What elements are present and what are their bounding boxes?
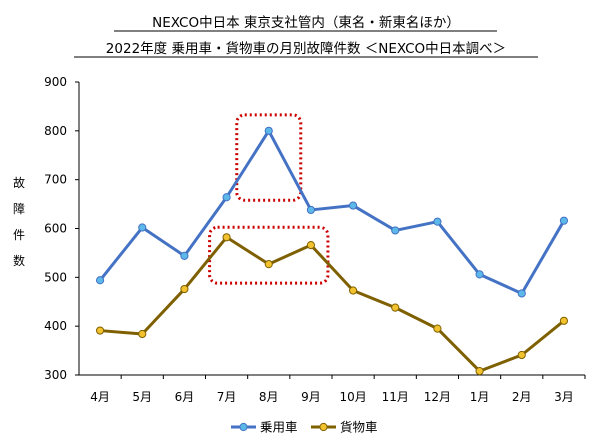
highlight-box-passenger-peak — [235, 113, 303, 202]
chart-title: NEXCO中日本 東京支社管内（東名・新東名ほか） — [152, 15, 460, 31]
data-point-0-6 — [348, 201, 358, 210]
highlight-layer — [208, 113, 330, 285]
data-point-0-11 — [559, 216, 569, 225]
data-point-0-1 — [138, 223, 147, 232]
data-point-0-2 — [180, 251, 189, 260]
y-tick-label: 800 — [44, 124, 67, 138]
x-tick-label: 11月 — [382, 390, 409, 404]
data-point-1-5 — [306, 241, 316, 250]
legend: 乗用車 貨物車 — [231, 420, 378, 435]
y-axis-label: 故障件数 — [13, 175, 25, 268]
x-tick-label: 2月 — [512, 390, 532, 404]
data-point-0-8 — [433, 217, 442, 226]
x-tick-label: 7月 — [217, 390, 237, 404]
data-point-1-8 — [433, 324, 442, 333]
x-tick-label: 10月 — [339, 390, 366, 404]
data-point-0-10 — [517, 289, 526, 298]
x-tick-label: 4月 — [90, 390, 110, 404]
data-point-1-6 — [348, 286, 358, 295]
plot-area: 300 400 500 600 700 800 900 4月 5月 6月 7月 8月 9月 10月 11月 1… — [44, 75, 586, 404]
series-line-0 — [98, 129, 566, 295]
highlight-box-freight-peak — [208, 225, 330, 285]
data-point-1-3 — [222, 233, 231, 242]
legend-label-1: 貨物車 — [340, 420, 378, 435]
data-point-1-4 — [264, 260, 273, 269]
y-tick-label: 700 — [44, 173, 67, 187]
data-point-1-7 — [391, 303, 400, 312]
y-tick-label: 600 — [44, 222, 67, 236]
y-axis-label-char: 障 — [13, 201, 25, 216]
data-point-1-2 — [180, 284, 189, 294]
data-point-0-5 — [306, 205, 316, 215]
data-point-0-9 — [475, 270, 484, 279]
x-tick-label: 9月 — [301, 390, 321, 404]
data-point-1-1 — [138, 329, 147, 339]
x-tick-label: 1月 — [470, 390, 490, 404]
x-tick-label: 5月 — [132, 390, 152, 404]
series-layer — [95, 126, 569, 376]
data-point-0-3 — [222, 193, 231, 202]
data-point-0-7 — [391, 226, 400, 235]
y-axis-label-char: 件 — [13, 228, 25, 242]
y-axis-label-char: 故 — [13, 175, 25, 190]
y-tick-label: 500 — [44, 270, 67, 284]
legend-marker-0 — [239, 422, 248, 432]
chart-subtitle: 2022年度 乗用車・貨物車の月別故障件数 ＜NEXCO中日本調べ＞ — [106, 40, 506, 57]
x-tick-label: 3月 — [554, 390, 574, 404]
legend-label-0: 乗用車 — [260, 420, 298, 435]
y-tick-label: 400 — [44, 319, 67, 333]
data-point-1-11 — [559, 316, 569, 325]
data-point-1-0 — [95, 326, 105, 335]
y-tick-label: 900 — [44, 75, 67, 89]
data-point-0-4 — [264, 126, 273, 135]
x-tick-label: 12月 — [424, 390, 451, 404]
data-point-1-9 — [475, 366, 484, 376]
y-tick-label: 300 — [44, 368, 67, 382]
series-line-1 — [99, 235, 565, 373]
legend-marker-1 — [319, 422, 328, 432]
data-point-1-10 — [517, 350, 526, 360]
y-axis-label-char: 数 — [13, 253, 25, 268]
x-tick-label: 8月 — [259, 390, 279, 404]
data-point-0-0 — [95, 276, 105, 285]
x-tick-label: 6月 — [175, 390, 195, 404]
